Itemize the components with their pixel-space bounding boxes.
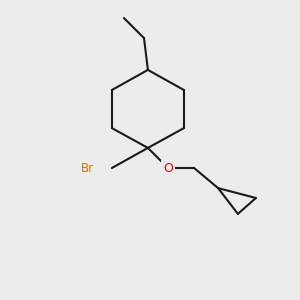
Text: O: O <box>163 161 173 175</box>
Text: Br: Br <box>80 161 94 175</box>
